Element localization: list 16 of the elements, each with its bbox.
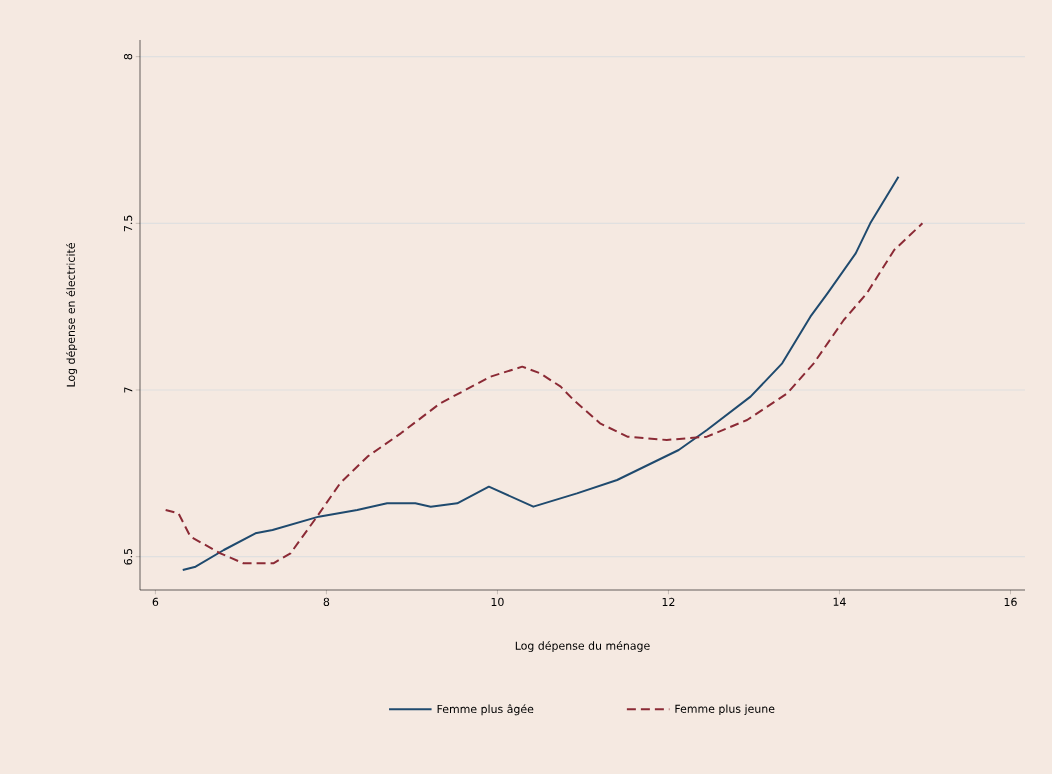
- line-series: [181, 175, 900, 571]
- y-tick-label: 8: [123, 53, 133, 60]
- y-tick-label: 6.5: [123, 548, 133, 565]
- y-axis-title: Log dépense en électricité: [66, 243, 78, 387]
- x-axis-title: Log dépense du ménage: [515, 640, 650, 652]
- x-tick-label: 6: [152, 597, 159, 607]
- y-tick-label: 7.5: [124, 215, 133, 232]
- x-tick-label: 16: [1004, 597, 1017, 607]
- x-tick-label: 8: [323, 597, 330, 607]
- y-tick-label: 7: [124, 387, 133, 393]
- line-series: [164, 222, 924, 565]
- legend-label: Femme plus âgée: [437, 704, 534, 716]
- x-tick-label: 12: [662, 597, 675, 606]
- x-tick-label: 10: [491, 597, 504, 607]
- x-tick-label: 14: [833, 597, 846, 606]
- legend-label: Femme plus jeune: [675, 704, 775, 716]
